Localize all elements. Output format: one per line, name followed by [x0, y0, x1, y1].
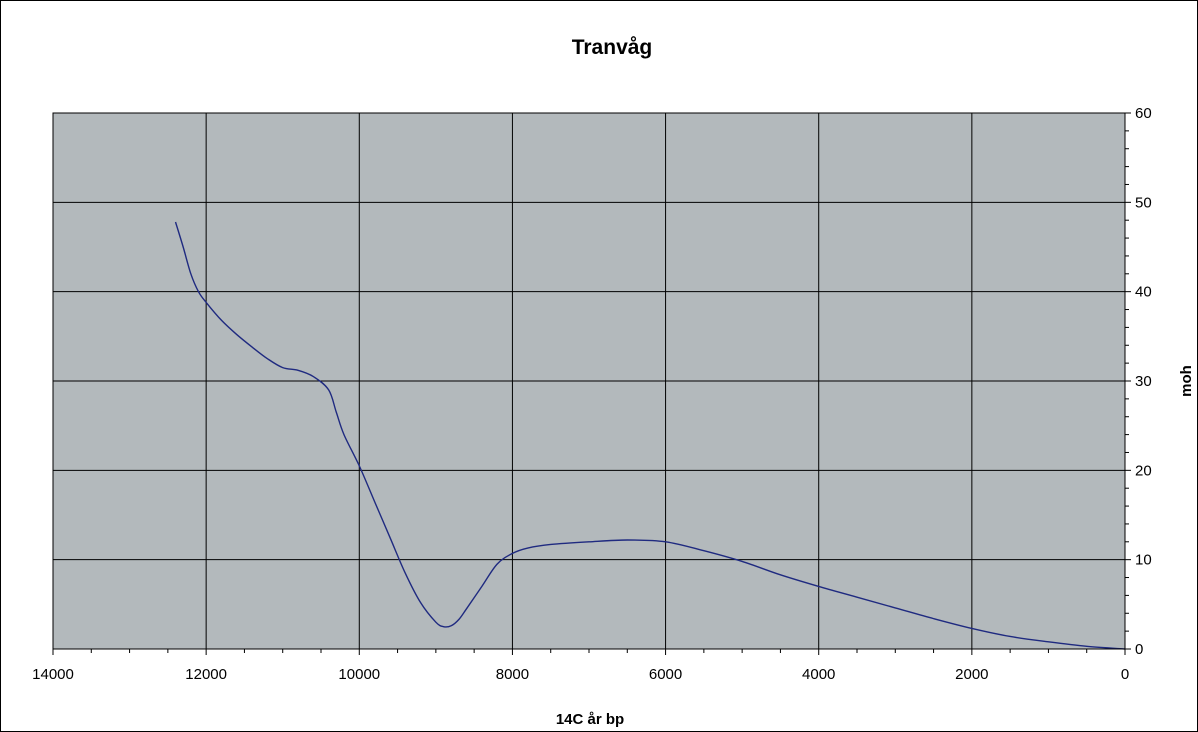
y-tick-label: 50 [1135, 194, 1152, 211]
y-tick-label: 30 [1135, 373, 1152, 390]
y-tick-label: 20 [1135, 462, 1152, 479]
x-tick-label: 4000 [802, 666, 835, 683]
y-tick-label: 60 [1135, 105, 1152, 122]
y-tick-label: 40 [1135, 284, 1152, 301]
chart-title: Tranvåg [572, 36, 653, 59]
x-tick-label: 14000 [32, 666, 74, 683]
y-tick-label: 0 [1135, 641, 1143, 658]
y-axis-title: moh [1178, 365, 1195, 397]
y-tick-label: 10 [1135, 552, 1152, 569]
x-tick-label: 8000 [496, 666, 529, 683]
x-axis-title: 14C år bp [556, 711, 624, 728]
x-tick-label: 0 [1121, 666, 1129, 683]
series-layer [174, 221, 1126, 650]
x-tick-label: 2000 [955, 666, 988, 683]
series-line [174, 221, 1126, 650]
axes: 14000 12000 10000 8000 6000 4000 2000 00 10 20 30 4… [32, 105, 1152, 683]
x-tick-label: 6000 [649, 666, 682, 683]
x-tick-label: 10000 [338, 666, 380, 683]
x-tick-label: 12000 [185, 666, 227, 683]
